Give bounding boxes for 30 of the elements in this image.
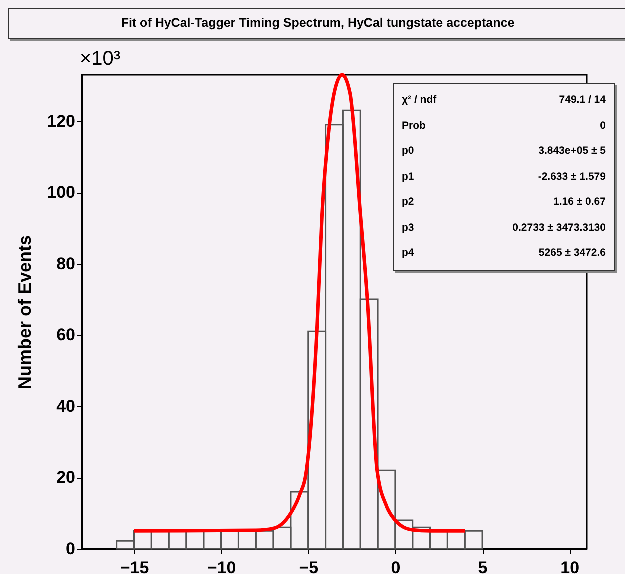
y-tick-label: 20 [56, 468, 76, 488]
annotation: 3.843e+05 ± 5 [538, 144, 606, 159]
x-tick-label: 0 [391, 558, 401, 574]
annotation: Prob [402, 118, 426, 134]
x-tick-label: −5 [299, 558, 319, 574]
text: ×10³ [80, 48, 121, 71]
y-tick-label: 80 [56, 254, 76, 274]
annotation: 5265 ± 3472.6 [538, 246, 606, 261]
y-tick-label: 120 [47, 112, 76, 131]
annotation: p3 [402, 220, 414, 236]
annotation: χ² / ndf [402, 93, 437, 108]
annotation: -2.633 ± 1.579 [538, 170, 606, 184]
annotation: 1.16 ± 0.67 [554, 195, 606, 210]
y-axis-title: Number of Events [15, 235, 36, 390]
x-tick-label: 10 [560, 558, 580, 574]
annotation: 749.1 / 14 [559, 93, 606, 108]
y-tick-label: 100 [47, 183, 76, 202]
text: 0 [600, 118, 606, 134]
annotation: p4 [402, 246, 414, 261]
annotation: 0.2733 ± 3473.3130 [512, 220, 606, 236]
x-tick-label: 5 [478, 558, 488, 574]
annotation: p0 [402, 144, 414, 159]
y-tick-label: 60 [56, 326, 76, 345]
chart-title: Fit of HyCal-Tagger Timing Spectrum, HyCal tungstate acceptance [8, 8, 625, 39]
x-tick-label: −10 [207, 558, 236, 574]
y-tick-label: 40 [56, 396, 76, 416]
y-tick-label: 0 [66, 540, 76, 558]
x-tick-label: −15 [120, 558, 150, 574]
annotation: p1 [402, 170, 414, 184]
annotation: p2 [402, 195, 414, 210]
